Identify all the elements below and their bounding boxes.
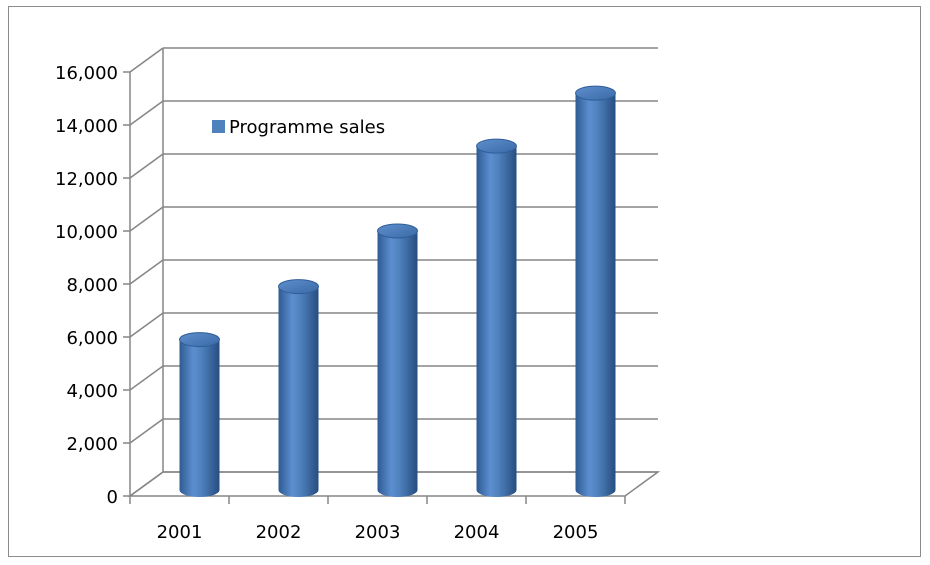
legend-swatch (212, 120, 225, 133)
bar-top (179, 332, 220, 348)
gridline-side (129, 100, 164, 126)
bar-body (575, 93, 616, 498)
floor (127, 471, 661, 497)
gridline-side (129, 259, 164, 285)
bar-top (575, 85, 616, 101)
y-tick-label: 4,000 (66, 381, 118, 402)
y-tick-label: 6,000 (66, 328, 118, 349)
bar-body (179, 339, 220, 497)
y-tick-label: 16,000 (55, 63, 118, 84)
gridline-side (129, 418, 164, 444)
bar (476, 138, 517, 497)
bar (179, 332, 220, 497)
y-tick-label: 12,000 (55, 169, 118, 190)
bar (575, 85, 616, 498)
bar-body (476, 146, 517, 497)
y-tick-label: 8,000 (66, 275, 118, 296)
bar-top (476, 138, 517, 154)
bar-top (377, 223, 418, 239)
bar-top (278, 279, 319, 295)
gridline-side (129, 206, 164, 232)
gridline-side (129, 312, 164, 338)
x-tick-label: 2003 (355, 522, 401, 543)
y-tick-label: 14,000 (55, 116, 118, 137)
bar-body (278, 286, 319, 497)
chart-frame (8, 6, 921, 557)
x-tick-label: 2004 (454, 522, 500, 543)
y-tick-label: 0 (107, 487, 118, 508)
x-tick-label: 2002 (256, 522, 302, 543)
y-tick-label: 10,000 (55, 222, 118, 243)
bars (179, 85, 616, 498)
gridline-side (129, 47, 164, 73)
bar-body (377, 230, 418, 497)
axes: 0 2,000 4,000 6,000 8,000 10,000 12,000 14,000 1… (55, 48, 661, 543)
gridline-side (129, 365, 164, 391)
x-tick-label: 2005 (553, 522, 599, 543)
bar (278, 279, 319, 497)
legend-label: Programme sales (229, 117, 385, 138)
y-tick-label: 2,000 (66, 434, 118, 455)
bar (377, 223, 418, 497)
x-tick-label: 2001 (157, 522, 203, 543)
legend: Programme sales (212, 117, 385, 138)
gridline-side (129, 153, 164, 179)
